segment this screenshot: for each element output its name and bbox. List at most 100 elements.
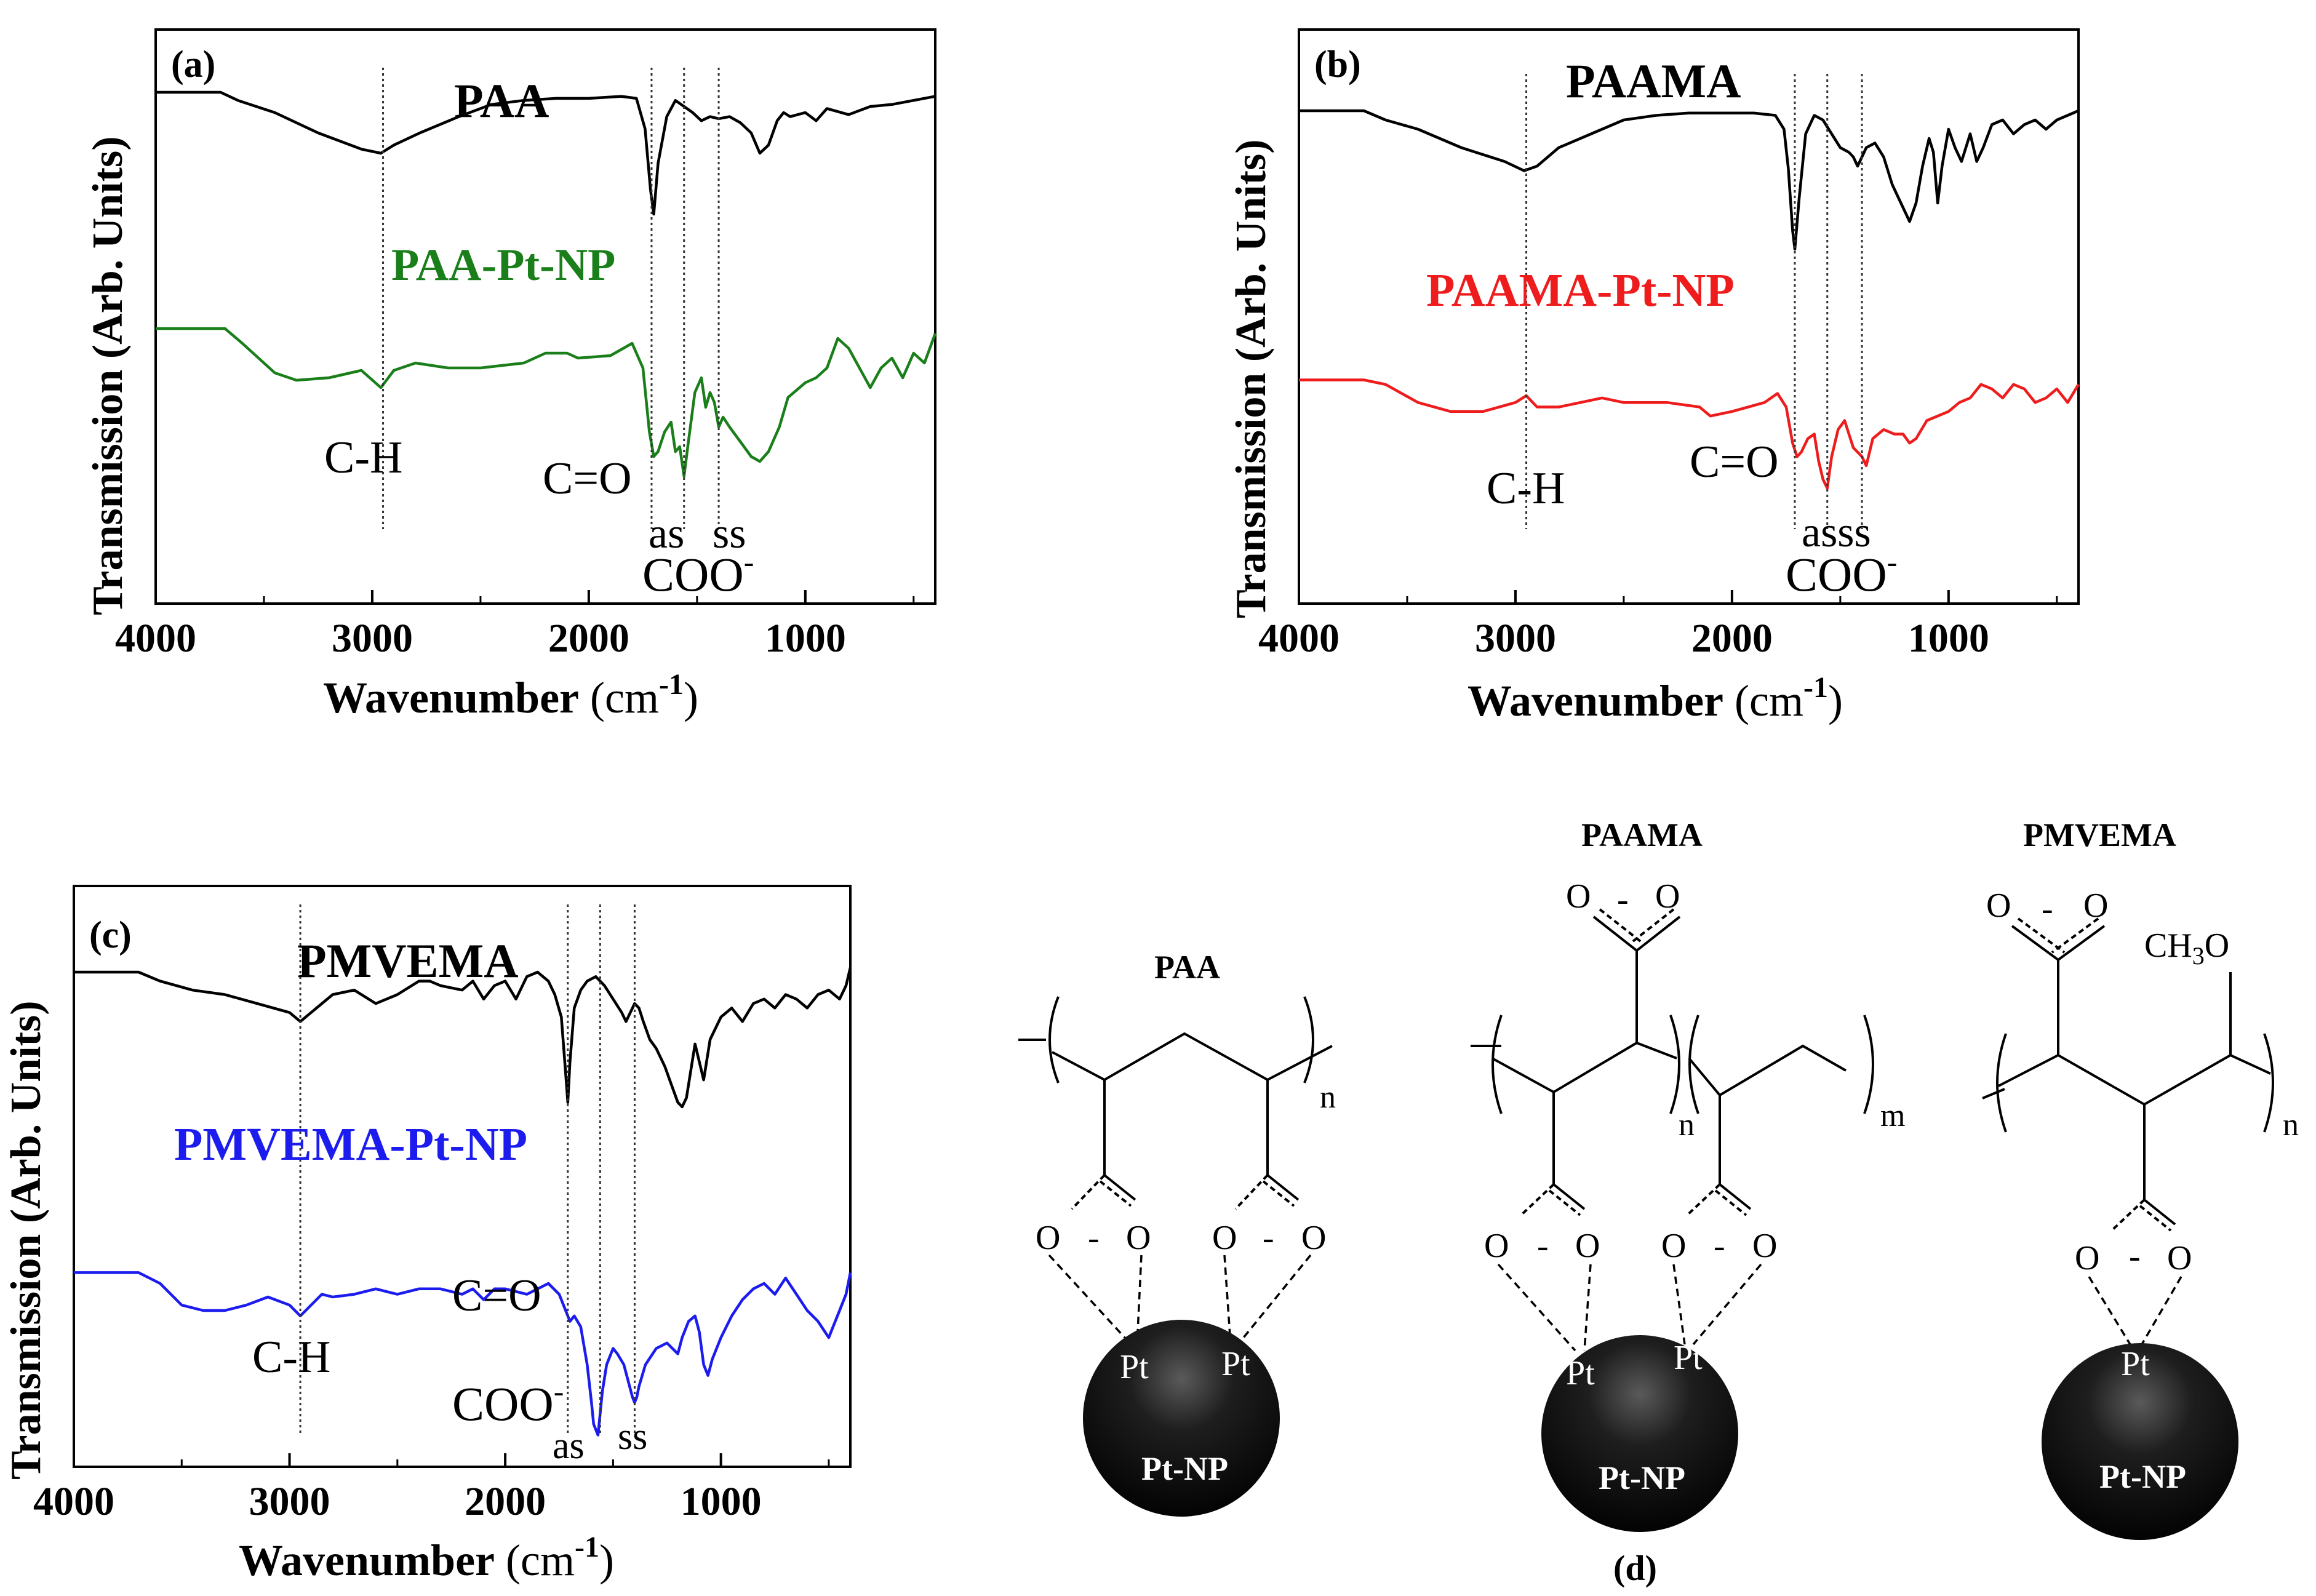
- x-tick-label: 1000: [681, 1479, 762, 1524]
- oxygen: O: [1655, 877, 1680, 916]
- plot-frame: [73, 885, 852, 1468]
- structure-title: PAA: [1154, 949, 1220, 986]
- asss-label: asss: [1802, 509, 1871, 556]
- as-label: as: [649, 510, 684, 557]
- series-line-paa-pt-np: [156, 327, 937, 478]
- oxygen: O: [1752, 1227, 1777, 1265]
- coo-label: COO-: [642, 545, 754, 601]
- x-ticks: 4000 3000 2000 1000: [1258, 590, 2058, 661]
- x-axis-label: Wavenumber (cm-1): [1467, 671, 1843, 725]
- charge-minus: -: [1263, 1219, 1274, 1257]
- x-tick-label: 2000: [465, 1479, 546, 1524]
- panel-label: (b): [1314, 44, 1361, 86]
- panel-label-d: (d): [1613, 1548, 1657, 1588]
- panel-d-structures: PAA n O - O O - O: [1018, 816, 2299, 1588]
- pt-nanoparticle: [1541, 1335, 1738, 1532]
- pt-atom: Pt: [1566, 1354, 1595, 1392]
- co-label: C=O: [452, 1271, 541, 1321]
- pt-atom: Pt: [1674, 1339, 1703, 1377]
- x-tick-label: 3000: [249, 1479, 330, 1524]
- oxygen: O: [1126, 1219, 1151, 1257]
- subscript-n: n: [2283, 1107, 2299, 1143]
- ss-label: ss: [713, 510, 746, 557]
- oxygen: O: [1566, 877, 1591, 916]
- marker-layer: [1525, 74, 1863, 529]
- pt-nanoparticle: [1083, 1320, 1280, 1517]
- x-tick-label: 4000: [33, 1479, 114, 1524]
- panel-c: 4000 3000 2000 1000 (c) PMVEMA PMVEMA-Pt-NP…: [2, 885, 852, 1585]
- oxygen: O: [2083, 887, 2108, 925]
- pt-atom: Pt: [1120, 1348, 1149, 1386]
- structure-title: PAAMA: [1581, 816, 1703, 853]
- series-2-label: PAAMA-Pt-NP: [1426, 265, 1735, 316]
- oxygen: O: [1661, 1227, 1686, 1265]
- panel-a: 4000 3000 2000 1000 (a) PAA PAA-Pt-NP C-H C…: [84, 28, 937, 722]
- structure-paa: PAA n O - O O - O: [1018, 949, 1336, 1517]
- series-line-paama-pt-np: [1299, 378, 2080, 490]
- structure-pmvema: PMVEMA O - O CH3O n O -: [1982, 816, 2299, 1540]
- x-axis-label: Wavenumber (cm-1): [323, 668, 698, 722]
- series-layer: [1299, 109, 2080, 490]
- series-line-paama: [1299, 109, 2079, 251]
- oxygen: O: [1212, 1219, 1237, 1257]
- subscript-n: n: [1679, 1107, 1695, 1143]
- series-1-label: PAA: [454, 74, 549, 127]
- x-tick-label: 3000: [1475, 616, 1556, 661]
- coo-label: COO-: [1786, 545, 1897, 601]
- y-axis-label: Transmission (Arb. Units): [2, 1000, 50, 1480]
- structure-paama: PAAMA O - O n m: [1471, 816, 1905, 1532]
- plot-frame: [154, 28, 936, 605]
- series-1-label: PMVEMA: [297, 934, 519, 988]
- x-tick-label: 4000: [115, 616, 196, 661]
- ss-label: ss: [618, 1416, 647, 1458]
- co-label: C=O: [543, 453, 632, 504]
- subscript-n: n: [1320, 1080, 1336, 1115]
- ch-label: C-H: [252, 1332, 330, 1383]
- pt-nanoparticle: [2042, 1343, 2238, 1540]
- charge-minus: -: [1537, 1227, 1549, 1265]
- x-axis-label: Wavenumber (cm-1): [239, 1531, 614, 1585]
- charge-minus: -: [1088, 1219, 1100, 1257]
- ch-label: C-H: [324, 433, 402, 483]
- charge-minus: -: [1714, 1227, 1725, 1265]
- x-tick-label: 1000: [765, 616, 846, 661]
- ch-label: C-H: [1487, 463, 1565, 514]
- oxygen: O: [1301, 1219, 1326, 1257]
- x-tick-label: 3000: [332, 616, 413, 661]
- subscript-m: m: [1880, 1098, 1905, 1133]
- oxygen: O: [1575, 1227, 1600, 1265]
- y-axis-label: Transmission (Arb. Units): [1228, 139, 1275, 618]
- x-tick-label: 4000: [1258, 616, 1340, 661]
- np-label: Pt-NP: [1141, 1450, 1228, 1487]
- x-ticks: 4000 3000 2000 1000: [33, 1453, 830, 1524]
- charge-minus: -: [2129, 1237, 2141, 1275]
- co-label: C=O: [1690, 437, 1779, 487]
- series-line-paa: [156, 90, 936, 216]
- y-axis-label: Transmission (Arb. Units): [84, 136, 132, 615]
- oxygen: O: [2167, 1239, 2192, 1277]
- structure-title: PMVEMA: [2023, 816, 2176, 853]
- coo-label: COO-: [452, 1374, 564, 1430]
- x-tick-label: 2000: [1691, 616, 1773, 661]
- pt-atom: Pt: [2121, 1345, 2150, 1383]
- np-label: Pt-NP: [2099, 1458, 2186, 1495]
- charge-minus: -: [1617, 880, 1629, 919]
- x-tick-label: 1000: [1908, 616, 1989, 661]
- series-layer: [74, 967, 852, 1437]
- charge-minus: -: [2042, 890, 2053, 928]
- oxygen: O: [2075, 1239, 2099, 1277]
- series-line-pmvema-pt-np: [74, 1271, 852, 1437]
- series-line-pmvema: [74, 967, 852, 1109]
- marker-layer: [382, 68, 720, 529]
- series-2-label: PMVEMA-Pt-NP: [174, 1119, 527, 1170]
- panel-label: (c): [89, 914, 132, 956]
- x-ticks: 4000 3000 2000 1000: [115, 590, 915, 661]
- plot-frame: [1298, 28, 2080, 605]
- np-label: Pt-NP: [1599, 1459, 1685, 1496]
- methoxy-label: CH3O: [2144, 927, 2229, 970]
- series-2-label: PAA-Pt-NP: [391, 240, 615, 290]
- oxygen: O: [1986, 887, 2011, 925]
- series-1-label: PAAMA: [1566, 54, 1741, 108]
- oxygen: O: [1036, 1219, 1060, 1257]
